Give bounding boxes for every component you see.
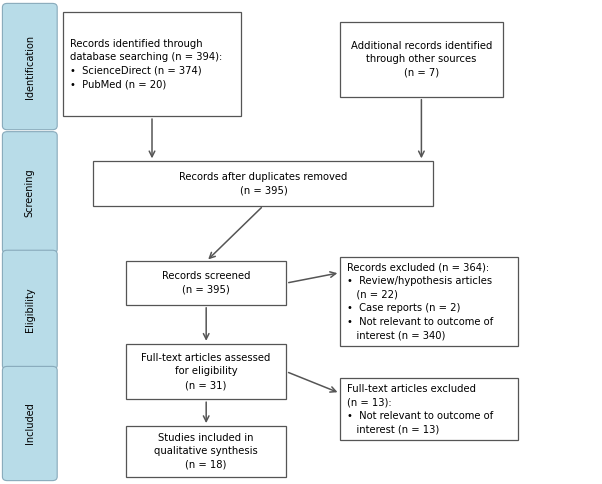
Text: Full-text articles assessed
for eligibility
(n = 31): Full-text articles assessed for eligibil…	[141, 353, 271, 390]
Text: Records excluded (n = 364):
•  Review/hypothesis articles
   (n = 22)
•  Case re: Records excluded (n = 364): • Review/hyp…	[347, 262, 494, 340]
FancyBboxPatch shape	[340, 257, 518, 346]
FancyBboxPatch shape	[63, 12, 241, 116]
Text: Eligibility: Eligibility	[25, 287, 35, 332]
FancyBboxPatch shape	[2, 3, 57, 130]
FancyBboxPatch shape	[126, 344, 286, 399]
FancyBboxPatch shape	[2, 132, 57, 253]
Text: Screening: Screening	[25, 168, 35, 217]
Text: Additional records identified
through other sources
(n = 7): Additional records identified through ot…	[351, 41, 492, 78]
FancyBboxPatch shape	[2, 366, 57, 481]
Text: Included: Included	[25, 403, 35, 444]
FancyBboxPatch shape	[126, 426, 286, 477]
Text: Full-text articles excluded
(n = 13):
•  Not relevant to outcome of
   interest : Full-text articles excluded (n = 13): • …	[347, 384, 494, 434]
FancyBboxPatch shape	[93, 161, 433, 206]
Text: Records after duplicates removed
(n = 395): Records after duplicates removed (n = 39…	[179, 172, 347, 195]
Text: Identification: Identification	[25, 34, 35, 99]
Text: Records identified through
database searching (n = 394):
•  ScienceDirect (n = 3: Records identified through database sear…	[70, 39, 223, 90]
FancyBboxPatch shape	[340, 22, 503, 97]
Text: Records screened
(n = 395): Records screened (n = 395)	[162, 272, 250, 295]
Text: Studies included in
qualitative synthesis
(n = 18): Studies included in qualitative synthesi…	[154, 433, 258, 470]
FancyBboxPatch shape	[340, 378, 518, 440]
FancyBboxPatch shape	[2, 250, 57, 369]
FancyBboxPatch shape	[126, 261, 286, 305]
